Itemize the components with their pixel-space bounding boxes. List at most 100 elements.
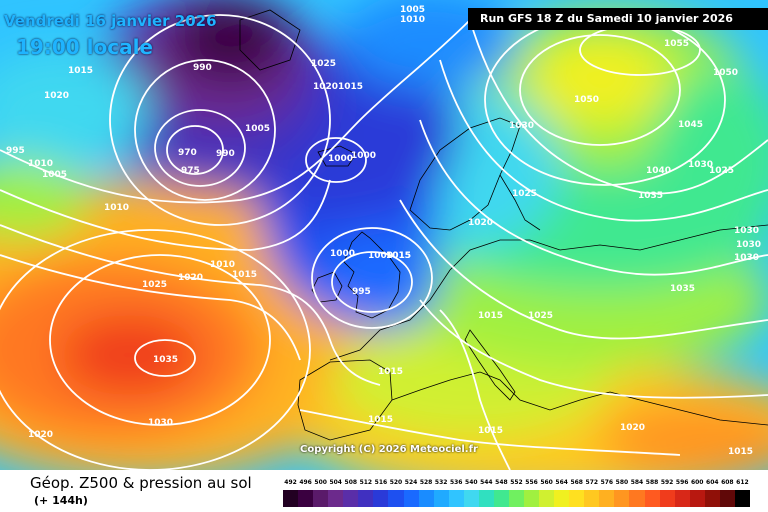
coast-mediterranean: [391, 371, 768, 426]
isobar-low-980: [154, 109, 246, 187]
pressure-label: 1050: [713, 68, 738, 78]
isobar-low-1000-britain: [311, 227, 433, 329]
geopotential-map: 1005 1010 1015 1020 995 1010 1005 1010 9…: [0, 0, 768, 470]
colorbar-tick-label: 572: [585, 479, 599, 486]
isobar-1020: [0, 224, 381, 386]
pressure-label: 1020: [313, 82, 338, 92]
colorbar-tick-label: 520: [389, 479, 403, 486]
pressure-label: 1020: [468, 218, 493, 228]
pressure-label: 1015: [378, 367, 403, 377]
colorbar-tick-label: 612: [736, 479, 749, 486]
colorbar-tick-label: 516: [374, 479, 388, 486]
colorbar-swatch: [343, 490, 359, 507]
pressure-label: 1015: [478, 426, 503, 436]
colorbar-swatch: [478, 490, 494, 507]
pressure-label: 1030: [734, 253, 759, 263]
isobar-1010-north: [0, 19, 471, 204]
isobar-labels: 1005 1010 1015 1020 995 1010 1005 1010 9…: [6, 5, 761, 457]
colorbar-tick-label: 556: [525, 479, 538, 486]
pressure-label: 1010: [210, 260, 235, 270]
colorbar-tick-label: 600: [690, 479, 704, 486]
colorbar-tick-label: 596: [675, 479, 689, 486]
z500-color-field: [0, 0, 768, 470]
valid-date: Vendredi 16 janvier 2026: [4, 12, 217, 30]
colorbar-swatch: [539, 490, 555, 507]
pressure-label: 1010: [28, 159, 53, 169]
colorbar-tick-label: 512: [359, 479, 373, 486]
colorbar-tick-label: 604: [706, 479, 719, 486]
coast-iceland: [317, 145, 357, 167]
pressure-label: 990: [193, 63, 212, 73]
pressure-label: 1010: [400, 15, 425, 25]
pressure-label: 1025: [512, 189, 537, 199]
colorbar-tick-label: 592: [660, 479, 674, 486]
isobar-1030: [419, 119, 768, 276]
colorbar-tick-label: 580: [615, 479, 629, 486]
colorbar-swatch: [644, 490, 660, 507]
colorbar-swatch: [719, 490, 735, 507]
isobar-low-990: [134, 59, 276, 201]
colorbar-swatch: [508, 490, 524, 507]
colorbar-tick-label: 588: [645, 479, 659, 486]
colorbar-swatch: [599, 490, 615, 507]
colorbar-tick-label: 608: [721, 479, 734, 486]
pressure-label: 1015: [728, 447, 753, 457]
colorbar-tick-label: 504: [329, 479, 342, 486]
isobars: [0, 14, 768, 470]
pressure-label: 1020: [28, 430, 53, 440]
isobar-low-995-britain: [331, 251, 413, 313]
pressure-label: 1015: [386, 251, 411, 261]
pressure-label: 1015: [338, 82, 363, 92]
colorbar-tick-label: 584: [630, 479, 644, 486]
pressure-label: 1015: [368, 415, 393, 425]
colorbar-swatch: [704, 490, 720, 507]
colorbar-tick-label: 524: [404, 479, 418, 486]
pressure-label: 1015: [386, 251, 411, 261]
isobar-high-1050: [519, 34, 681, 146]
pressure-label: 1055: [664, 39, 689, 49]
colorbar-swatch: [328, 490, 344, 507]
colorbar-tick-label: 528: [419, 479, 433, 486]
colorbar-tick-label: 492: [284, 479, 297, 486]
colorbar-swatch: [313, 490, 329, 507]
colorbar-swatch: [554, 490, 570, 507]
pressure-label: 1000: [368, 251, 393, 261]
colorbar-swatch: [373, 490, 389, 507]
colorbar-swatch: [448, 490, 464, 507]
footer-subtitle: (+ 144h): [34, 494, 88, 507]
pressure-label: 1000: [330, 249, 355, 259]
colorbar-ticks: 492 496 500 504 508 512 516 520 524 528 532 536 540 5…: [283, 479, 750, 489]
colorbar-swatch: [614, 490, 630, 507]
colorbar-tick-label: 500: [314, 479, 327, 486]
pressure-label: 1040: [646, 166, 671, 176]
colorbar-swatch: [689, 490, 705, 507]
run-info: Run GFS 18 Z du Samedi 10 janvier 2026: [468, 8, 768, 30]
isobar-1025: [0, 254, 301, 361]
copyright: Copyright (C) 2026 Meteociel.fr: [300, 444, 478, 455]
isobar-1035: [439, 59, 768, 222]
pressure-label: 1025: [142, 280, 167, 290]
colorbar-swatch: [569, 490, 585, 507]
isobar-low-970: [166, 125, 224, 175]
pressure-label: 1000: [328, 154, 353, 164]
colorbar-swatch: [493, 490, 509, 507]
pressure-label: 1030: [734, 226, 759, 236]
colorbar-tick-label: 496: [299, 479, 312, 486]
colorbar-swatch: [433, 490, 449, 507]
colorbar-tick-label: 576: [600, 479, 614, 486]
isobar-1040: [469, 19, 768, 195]
colorbar-swatch: [629, 490, 645, 507]
pressure-label: 990: [216, 149, 235, 159]
isobar-1015-south: [299, 409, 681, 456]
colorbar-swatch: [674, 490, 690, 507]
pressure-label: 1015: [478, 311, 503, 321]
isobar-high-1040: [134, 339, 196, 377]
valid-time: 19:00 locale: [16, 35, 153, 59]
colorbar-swatch: [283, 490, 299, 507]
pressure-label: 1030: [148, 418, 173, 428]
pressure-label: 1020: [620, 423, 645, 433]
pressure-label: 1005: [42, 170, 67, 180]
coast-baltic: [499, 174, 541, 231]
colorbar-swatch: [734, 490, 750, 507]
